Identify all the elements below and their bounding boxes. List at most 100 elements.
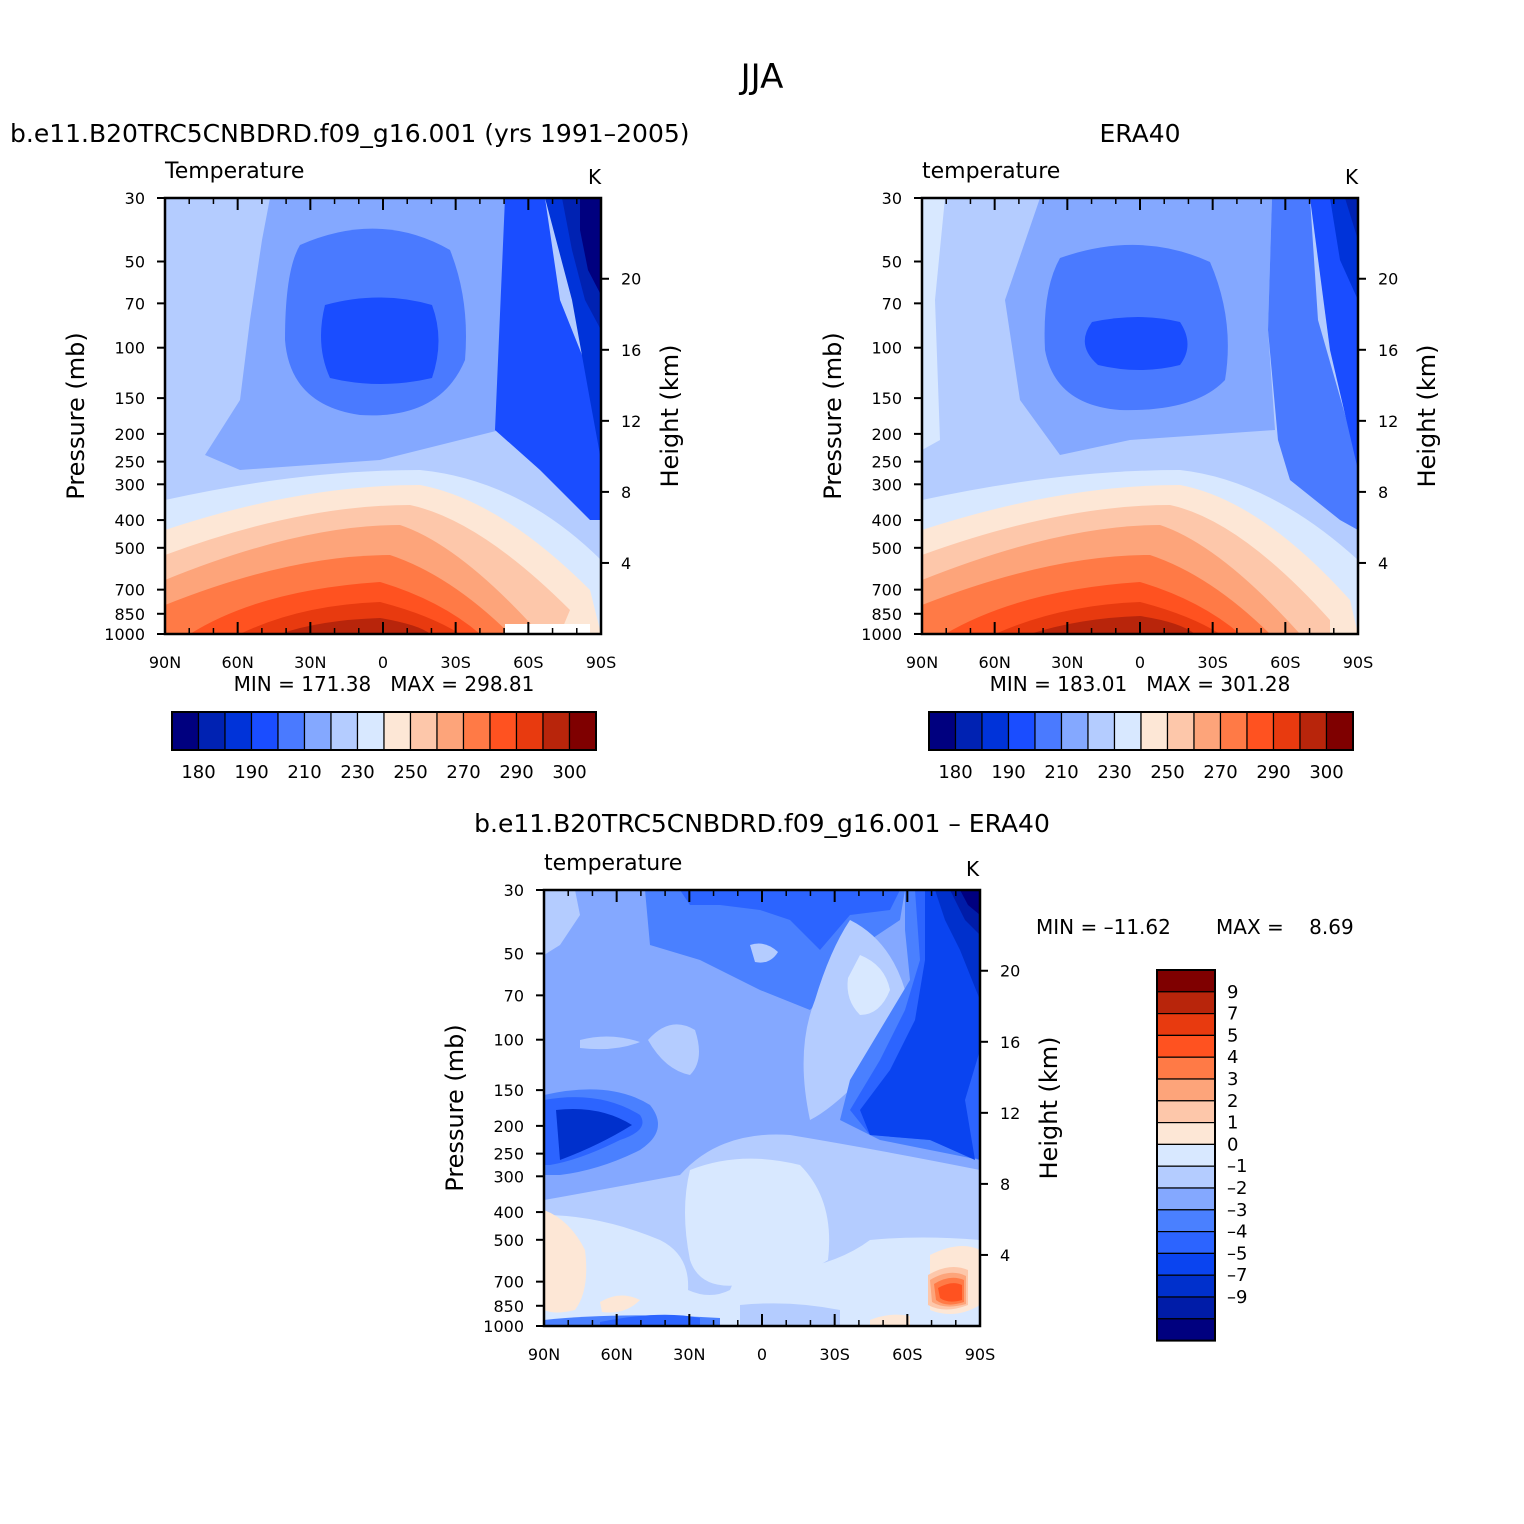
x-tick-label: 30N bbox=[294, 653, 326, 672]
colorbar-box bbox=[383, 711, 412, 751]
y-tick-label: 50 bbox=[504, 945, 524, 964]
colorbar-label: –4 bbox=[1227, 1222, 1247, 1243]
y-tick-label: 300 bbox=[871, 475, 902, 494]
colorbar-box bbox=[462, 711, 491, 751]
y-tick-label: 700 bbox=[493, 1273, 524, 1292]
y2-tick-label: 12 bbox=[1378, 412, 1398, 431]
y2-axis-label: Height (km) bbox=[1413, 345, 1441, 488]
colorbar-box bbox=[1156, 1121, 1216, 1145]
y-tick-label: 30 bbox=[882, 189, 902, 208]
y-axis-label: Pressure (mb) bbox=[62, 332, 90, 499]
y-tick-label: 100 bbox=[871, 339, 902, 358]
colorbar-box bbox=[1156, 1274, 1216, 1298]
colorbar-box bbox=[1193, 711, 1222, 751]
colorbar-box bbox=[954, 711, 983, 751]
panel-title: b.e11.B20TRC5CNBDRD.f09_g16.001 – ERA40 bbox=[474, 809, 1050, 838]
colorbar-box bbox=[1156, 991, 1216, 1015]
y-tick-label: 400 bbox=[493, 1203, 524, 1222]
min-stat: MIN = –11.62 bbox=[1036, 915, 1171, 939]
colorbar-label: 290 bbox=[1256, 762, 1290, 783]
x-tick-label: 90N bbox=[906, 653, 938, 672]
y2-tick-label: 20 bbox=[1000, 962, 1020, 981]
colorbar-label: 210 bbox=[287, 762, 321, 783]
colorbar-label: –3 bbox=[1227, 1200, 1247, 1221]
y-tick-label: 400 bbox=[871, 511, 902, 530]
colorbar-box bbox=[1007, 711, 1036, 751]
panel-difference: b.e11.B20TRC5CNBDRD.f09_g16.001 – ERA40 … bbox=[441, 809, 1354, 1364]
panel-field: Temperature bbox=[164, 159, 304, 184]
x-tick-label: 0 bbox=[1135, 653, 1145, 672]
y2-tick-label: 12 bbox=[621, 412, 641, 431]
y2-tick-label: 4 bbox=[1378, 554, 1388, 573]
x-tick-label: 60S bbox=[1270, 653, 1301, 672]
colorbar-box bbox=[1087, 711, 1116, 751]
colorbar-label: 190 bbox=[234, 762, 268, 783]
x-tick-label: 90S bbox=[965, 1345, 996, 1364]
colorbar-label: 0 bbox=[1227, 1134, 1238, 1155]
min-max-stats: MIN = 171.38 MAX = 298.81 bbox=[234, 672, 535, 696]
y-tick-label: 850 bbox=[871, 605, 902, 624]
colorbar-box bbox=[1060, 711, 1089, 751]
y-tick-label: 70 bbox=[882, 294, 902, 313]
y-tick-label: 250 bbox=[493, 1145, 524, 1164]
panel-era40: ERA40 temperature K Pressure (mb) Height… bbox=[819, 119, 1441, 783]
colorbar-box bbox=[928, 711, 957, 751]
y2-tick-label: 8 bbox=[1000, 1175, 1010, 1194]
colorbar-box bbox=[568, 711, 597, 751]
colorbar-label: 2 bbox=[1227, 1091, 1238, 1112]
y2-tick-label: 20 bbox=[621, 270, 641, 289]
y2-axis-label: Height (km) bbox=[656, 345, 684, 488]
y-tick-label: 850 bbox=[493, 1297, 524, 1316]
y-axis-label: Pressure (mb) bbox=[819, 332, 847, 499]
colorbar-box bbox=[1166, 711, 1195, 751]
y-tick-label: 70 bbox=[125, 294, 145, 313]
colorbar-box bbox=[1272, 711, 1301, 751]
y-tick-label: 400 bbox=[114, 511, 145, 530]
colorbar-box bbox=[1140, 711, 1169, 751]
colorbar-box bbox=[542, 711, 571, 751]
colorbar-label: 290 bbox=[499, 762, 533, 783]
colorbar-label: 270 bbox=[1203, 762, 1237, 783]
y2-tick-label: 16 bbox=[1000, 1033, 1020, 1052]
colorbar-label: 210 bbox=[1044, 762, 1078, 783]
colorbar-label: 5 bbox=[1227, 1025, 1238, 1046]
y2-axis-label: Height (km) bbox=[1035, 1037, 1063, 1180]
x-tick-label: 0 bbox=[757, 1345, 767, 1364]
y-tick-label: 1000 bbox=[483, 1317, 524, 1336]
colorbar-box bbox=[303, 711, 332, 751]
y-tick-label: 1000 bbox=[104, 625, 145, 644]
colorbar-label: 4 bbox=[1227, 1047, 1238, 1068]
colorbar-box bbox=[1113, 711, 1142, 751]
colorbar-box bbox=[224, 711, 253, 751]
y2-tick-label: 4 bbox=[621, 554, 631, 573]
x-tick-label: 60N bbox=[222, 653, 254, 672]
colorbar-box bbox=[1156, 1143, 1216, 1167]
y-tick-label: 100 bbox=[114, 339, 145, 358]
colorbar-border bbox=[1156, 969, 1216, 1342]
colorbar-box bbox=[1156, 1252, 1216, 1276]
y-tick-label: 250 bbox=[871, 453, 902, 472]
colorbar-box bbox=[1034, 711, 1063, 751]
y-tick-label: 700 bbox=[871, 581, 902, 600]
colorbar-box bbox=[1246, 711, 1275, 751]
contour-plot bbox=[165, 198, 601, 634]
colorbar-box bbox=[1156, 1100, 1216, 1124]
colorbar-box bbox=[1299, 711, 1328, 751]
colorbar-box bbox=[1156, 1056, 1216, 1080]
colorbar-label: 300 bbox=[1309, 762, 1343, 783]
panel-field: temperature bbox=[922, 159, 1060, 184]
colorbar-label: 250 bbox=[1150, 762, 1184, 783]
y-tick-label: 70 bbox=[504, 986, 524, 1005]
colorbar-box bbox=[197, 711, 226, 751]
y-tick-label: 300 bbox=[493, 1167, 524, 1186]
colorbar-border bbox=[171, 711, 597, 751]
colorbar-border bbox=[928, 711, 1354, 751]
colorbar-label: 250 bbox=[393, 762, 427, 783]
colorbar: 180 190 210 230 250 270 290 300 bbox=[928, 711, 1354, 783]
x-tick-label: 0 bbox=[378, 653, 388, 672]
x-tick-label: 90N bbox=[528, 1345, 560, 1364]
colorbar-box bbox=[1156, 1209, 1216, 1233]
